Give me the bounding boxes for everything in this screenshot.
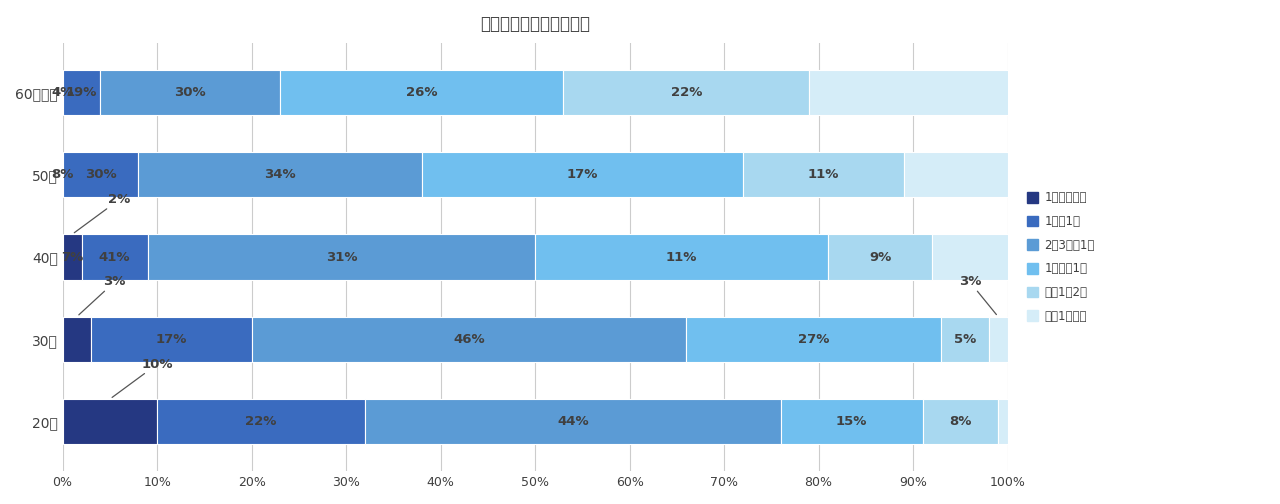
Bar: [252, 317, 686, 362]
Bar: [147, 234, 535, 280]
Text: 11%: 11%: [666, 250, 698, 264]
Text: 8%: 8%: [950, 415, 972, 428]
Text: 22%: 22%: [671, 86, 701, 99]
Bar: [828, 234, 932, 280]
Bar: [82, 234, 147, 280]
Bar: [63, 152, 138, 197]
Text: 3%: 3%: [79, 275, 125, 315]
Bar: [686, 317, 942, 362]
Bar: [932, 234, 1018, 280]
Text: 44%: 44%: [557, 415, 589, 428]
Bar: [923, 399, 998, 445]
Text: 31%: 31%: [325, 250, 357, 264]
Bar: [809, 70, 1018, 115]
Bar: [781, 399, 923, 445]
Bar: [742, 152, 904, 197]
Bar: [563, 70, 809, 115]
Text: 4%: 4%: [51, 86, 74, 99]
Bar: [365, 399, 781, 445]
Bar: [91, 317, 252, 362]
Text: 46%: 46%: [453, 333, 485, 346]
Bar: [421, 152, 742, 197]
Legend: 1日に複数回, 1日に1回, 2〜3日に1回, 1週間に1回, 月に1〜2回, 月に1回未満: 1日に複数回, 1日に1回, 2〜3日に1回, 1週間に1回, 月に1〜2回, …: [1023, 188, 1098, 326]
Text: 17%: 17%: [156, 333, 187, 346]
Text: 30%: 30%: [84, 168, 116, 181]
Text: 8%: 8%: [51, 168, 74, 181]
Text: 5%: 5%: [954, 333, 977, 346]
Bar: [988, 317, 1007, 362]
Bar: [100, 70, 280, 115]
Text: 26%: 26%: [406, 86, 438, 99]
Bar: [157, 399, 365, 445]
Bar: [280, 70, 563, 115]
Text: 27%: 27%: [799, 333, 829, 346]
Bar: [904, 152, 1007, 197]
Text: 34%: 34%: [264, 168, 296, 181]
Bar: [63, 70, 100, 115]
Text: 19%: 19%: [65, 86, 97, 99]
Text: 17%: 17%: [567, 168, 598, 181]
Text: 3%: 3%: [959, 275, 996, 314]
Text: 11%: 11%: [808, 168, 838, 181]
Text: 22%: 22%: [246, 415, 276, 428]
Text: 7%: 7%: [61, 250, 83, 264]
Bar: [63, 317, 91, 362]
Bar: [942, 317, 988, 362]
Bar: [138, 152, 421, 197]
Text: 41%: 41%: [99, 250, 131, 264]
Bar: [63, 234, 82, 280]
Bar: [63, 399, 157, 445]
Bar: [535, 234, 828, 280]
Text: 15%: 15%: [836, 415, 868, 428]
Text: 30%: 30%: [174, 86, 206, 99]
Title: 年代別　オナニーの頻度: 年代別 オナニーの頻度: [480, 15, 590, 33]
Bar: [998, 399, 1007, 445]
Text: 2%: 2%: [74, 193, 131, 233]
Text: 10%: 10%: [113, 358, 173, 398]
Text: 9%: 9%: [869, 250, 891, 264]
